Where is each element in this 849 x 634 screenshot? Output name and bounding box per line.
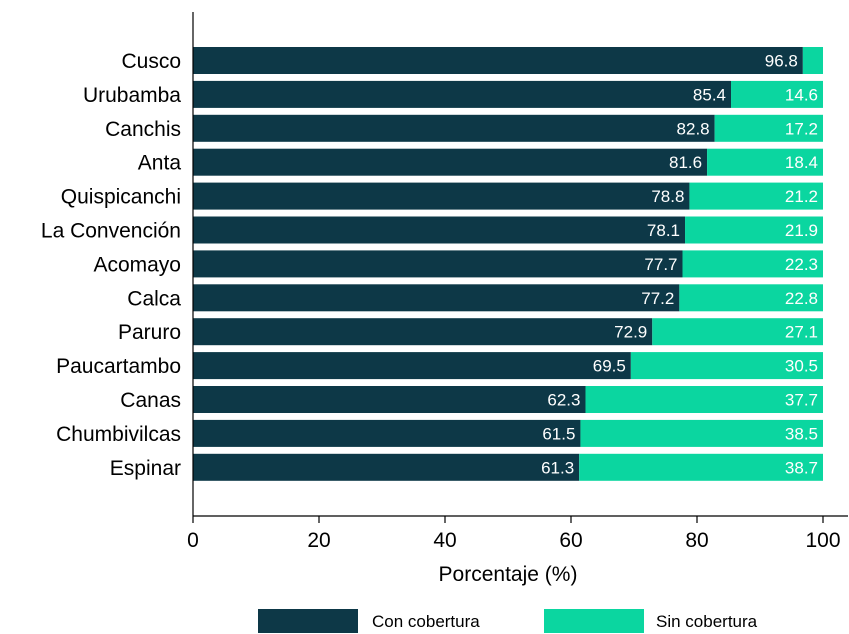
x-tick-label-0: 0: [187, 529, 199, 552]
legend-label-sin-cobertura: Sin cobertura: [656, 612, 758, 631]
bar-con-cobertura-paruro: [193, 318, 653, 346]
x-tick-label-20: 20: [307, 529, 330, 552]
bar-con-cobertura-acomayo: [193, 250, 683, 278]
data-label-con-cobertura-calca: 77.2: [641, 289, 674, 308]
bars-group: [193, 47, 823, 481]
bar-con-cobertura-cusco: [193, 47, 803, 74]
category-label-paruro: Paruro: [118, 321, 181, 344]
data-label-con-cobertura-espinar: 61.3: [541, 458, 574, 477]
x-tick-label-100: 100: [805, 529, 840, 552]
data-label-con-cobertura-canchis: 82.8: [677, 119, 710, 138]
x-tick-label-80: 80: [685, 529, 708, 552]
bar-sin-cobertura-espinar: [579, 453, 823, 481]
bar-con-cobertura-calca: [193, 284, 680, 312]
data-label-con-cobertura-anta: 81.6: [669, 153, 702, 172]
bar-sin-cobertura-chumbivilcas: [580, 419, 823, 447]
data-label-con-cobertura-acomayo: 77.7: [644, 255, 677, 274]
data-label-sin-cobertura-urubamba: 14.6: [785, 85, 818, 104]
data-label-sin-cobertura-espinar: 38.7: [785, 458, 818, 477]
bar-con-cobertura-canas: [193, 386, 586, 413]
legend-swatch-con-cobertura: [258, 609, 358, 633]
data-label-sin-cobertura-paucartambo: 30.5: [785, 357, 818, 376]
category-label-la-convencion: La Convención: [41, 220, 181, 243]
category-label-cusco: Cusco: [121, 50, 181, 73]
bar-con-cobertura-urubamba: [193, 80, 732, 108]
bar-sin-cobertura-canas: [585, 386, 823, 413]
category-label-urubamba: Urubamba: [83, 84, 181, 107]
bar-con-cobertura-espinar: [193, 453, 580, 481]
category-labels-group: Cusco Urubamba Canchis Anta Quispicanchi La C…: [41, 50, 181, 480]
data-label-sin-cobertura-canas: 37.7: [785, 391, 818, 410]
x-axis-title: Porcentaje (%): [439, 563, 578, 586]
legend-label-con-cobertura: Con cobertura: [372, 612, 480, 631]
data-label-con-cobertura-paruro: 72.9: [614, 323, 647, 342]
category-label-calca: Calca: [127, 287, 181, 310]
bar-con-cobertura-la-convencion: [193, 216, 686, 244]
data-label-con-cobertura-canas: 62.3: [547, 391, 580, 410]
category-label-canas: Canas: [120, 389, 181, 412]
bar-con-cobertura-anta: [193, 148, 708, 176]
data-label-con-cobertura-quispicanchi: 78.8: [651, 187, 684, 206]
bar-sin-cobertura-anta: [707, 148, 823, 176]
data-label-sin-cobertura-anta: 18.4: [785, 153, 818, 172]
bar-sin-cobertura-urubamba: [731, 80, 823, 108]
bar-sin-cobertura-calca: [679, 284, 823, 312]
bar-sin-cobertura-paruro: [652, 318, 823, 346]
bar-con-cobertura-canchis: [193, 114, 715, 142]
data-label-sin-cobertura-la-convencion: 21.9: [785, 221, 818, 240]
data-label-sin-cobertura-canchis: 17.2: [785, 119, 818, 138]
category-label-anta: Anta: [138, 152, 182, 175]
data-label-con-cobertura-chumbivilcas: 61.5: [542, 424, 575, 443]
category-label-acomayo: Acomayo: [93, 253, 181, 276]
x-ticks-group: 0 20 40 60 80 100: [187, 516, 841, 552]
category-label-chumbivilcas: Chumbivilcas: [56, 423, 181, 446]
bar-sin-cobertura-cusco: [802, 47, 823, 74]
legend-swatch-sin-cobertura: [544, 609, 644, 633]
bar-con-cobertura-quispicanchi: [193, 182, 690, 210]
bar-sin-cobertura-paucartambo: [630, 352, 823, 380]
data-label-con-cobertura-cusco: 96.8: [765, 52, 798, 71]
data-labels-group: 96.8 85.4 14.6 82.8 17.2 81.6 18.4 78.8 21.2 78.1…: [541, 52, 818, 478]
bar-con-cobertura-chumbivilcas: [193, 419, 581, 447]
data-label-con-cobertura-paucartambo: 69.5: [593, 357, 626, 376]
bar-sin-cobertura-canchis: [714, 114, 823, 142]
data-label-sin-cobertura-calca: 22.8: [785, 289, 818, 308]
category-label-espinar: Espinar: [110, 457, 181, 480]
bar-sin-cobertura-la-convencion: [685, 216, 823, 244]
x-tick-label-40: 40: [433, 529, 456, 552]
legend: Con cobertura Sin cobertura: [258, 609, 758, 633]
category-label-canchis: Canchis: [105, 118, 181, 141]
x-tick-label-60: 60: [559, 529, 582, 552]
data-label-sin-cobertura-acomayo: 22.3: [785, 255, 818, 274]
bar-sin-cobertura-acomayo: [682, 250, 823, 278]
data-label-sin-cobertura-quispicanchi: 21.2: [785, 187, 818, 206]
data-label-sin-cobertura-chumbivilcas: 38.5: [785, 424, 818, 443]
data-label-con-cobertura-la-convencion: 78.1: [647, 221, 680, 240]
axes-group: [192, 12, 848, 517]
bar-sin-cobertura-quispicanchi: [689, 182, 823, 210]
category-label-quispicanchi: Quispicanchi: [61, 186, 181, 209]
category-label-paucartambo: Paucartambo: [56, 355, 181, 378]
bar-con-cobertura-paucartambo: [193, 352, 631, 380]
data-label-con-cobertura-urubamba: 85.4: [693, 85, 726, 104]
data-label-sin-cobertura-paruro: 27.1: [785, 323, 818, 342]
